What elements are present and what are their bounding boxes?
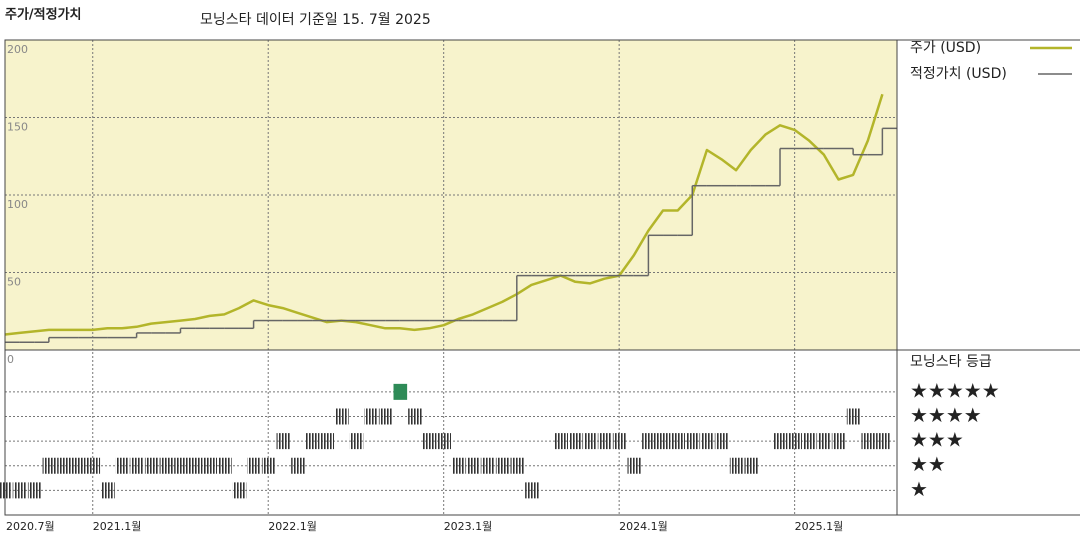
rating-mark <box>364 408 378 425</box>
rating-mark <box>788 433 802 450</box>
rating-mark <box>729 457 744 474</box>
rating-mark <box>42 457 57 474</box>
rating-mark <box>656 433 671 450</box>
rating-label: ★★★★★ <box>910 378 1000 402</box>
rating-label: ★★ <box>910 452 946 476</box>
rating-mark <box>408 408 422 425</box>
rating-mark <box>130 457 144 474</box>
rating-mark <box>232 482 247 499</box>
rating-mark <box>495 457 510 474</box>
rating-mark <box>481 457 495 474</box>
rating-mark <box>554 433 568 450</box>
rating-mark <box>291 457 305 474</box>
y-tick-label: 0 <box>7 353 14 366</box>
y-tick-label: 50 <box>7 276 21 289</box>
rating-mark <box>715 433 729 450</box>
rating-mark <box>832 433 846 450</box>
rating-mark <box>203 457 218 474</box>
rating-mark <box>598 433 612 450</box>
x-tick-label: 2024.1월 <box>619 520 668 533</box>
rating-mark <box>802 433 817 450</box>
x-tick-label: 2023.1월 <box>444 520 493 533</box>
x-tick-label: 2025.1월 <box>795 520 844 533</box>
rating-label: ★★★★ <box>910 403 982 427</box>
rating-mark <box>57 457 71 474</box>
rating-mark <box>115 457 130 474</box>
rating-mark <box>349 433 364 450</box>
rating-mark <box>276 433 291 450</box>
rating-mark <box>671 433 685 450</box>
rating-mark <box>744 457 759 474</box>
rating-mark <box>627 457 642 474</box>
rating-mark <box>437 433 451 450</box>
rating-mark <box>0 482 13 499</box>
rating-mark <box>188 457 203 474</box>
rating-mark <box>247 457 261 474</box>
rating-mark <box>846 408 861 425</box>
rating-mark <box>700 433 715 450</box>
rating-mark <box>159 457 174 474</box>
ratings-title: 모닝스타 등급 <box>910 354 992 370</box>
rating-mark <box>71 457 86 474</box>
price-line <box>4 93 884 336</box>
x-tick-label: 2020.7월 <box>6 520 55 533</box>
rating-mark <box>642 433 656 450</box>
chart-subtitle: 모닝스타 데이터 기준일 15. 7월 2025 <box>200 12 431 28</box>
x-tick-label: 2021.1월 <box>93 520 142 533</box>
rating-mark <box>378 408 393 425</box>
rating-label: ★★★ <box>910 428 964 452</box>
rating-mark <box>876 433 890 450</box>
legend-label: 주가 (USD) <box>910 40 981 56</box>
rating-mark <box>510 457 525 474</box>
rating-mark <box>101 482 115 499</box>
rating-mark <box>612 433 627 450</box>
rating-mark <box>335 408 349 425</box>
rating-mark <box>525 482 539 499</box>
rating-mark <box>305 433 320 450</box>
y-tick-label: 200 <box>7 43 28 56</box>
rating-mark <box>422 433 437 450</box>
y-tick-label: 150 <box>7 121 28 134</box>
x-tick-label: 2022.1월 <box>268 520 317 533</box>
rating-mark <box>27 482 42 499</box>
rating-mark <box>568 433 583 450</box>
rating-mark <box>261 457 276 474</box>
rating-mark <box>583 433 598 450</box>
rating-mark <box>817 433 832 450</box>
rating-mark <box>218 457 232 474</box>
rating-mark <box>174 457 188 474</box>
rating-mark <box>685 433 700 450</box>
y-tick-label: 100 <box>7 198 28 211</box>
rating-mark <box>320 433 335 450</box>
rating-mark <box>13 482 27 499</box>
rating-mark <box>452 457 466 474</box>
rating-mark <box>861 433 876 450</box>
legend-label: 적정가치 (USD) <box>910 66 1007 82</box>
rating-mark <box>466 457 481 474</box>
rating-label: ★ <box>910 477 928 501</box>
rating-mark <box>393 383 408 400</box>
rating-mark <box>144 457 159 474</box>
marks: 2020.7월 2021.1월 2022.1월 2023.1월 2024.1월 2025.… <box>0 39 1072 533</box>
rating-mark <box>86 457 101 474</box>
rating-mark <box>773 433 788 450</box>
chart-title: 주가/적정가치 <box>5 7 82 23</box>
